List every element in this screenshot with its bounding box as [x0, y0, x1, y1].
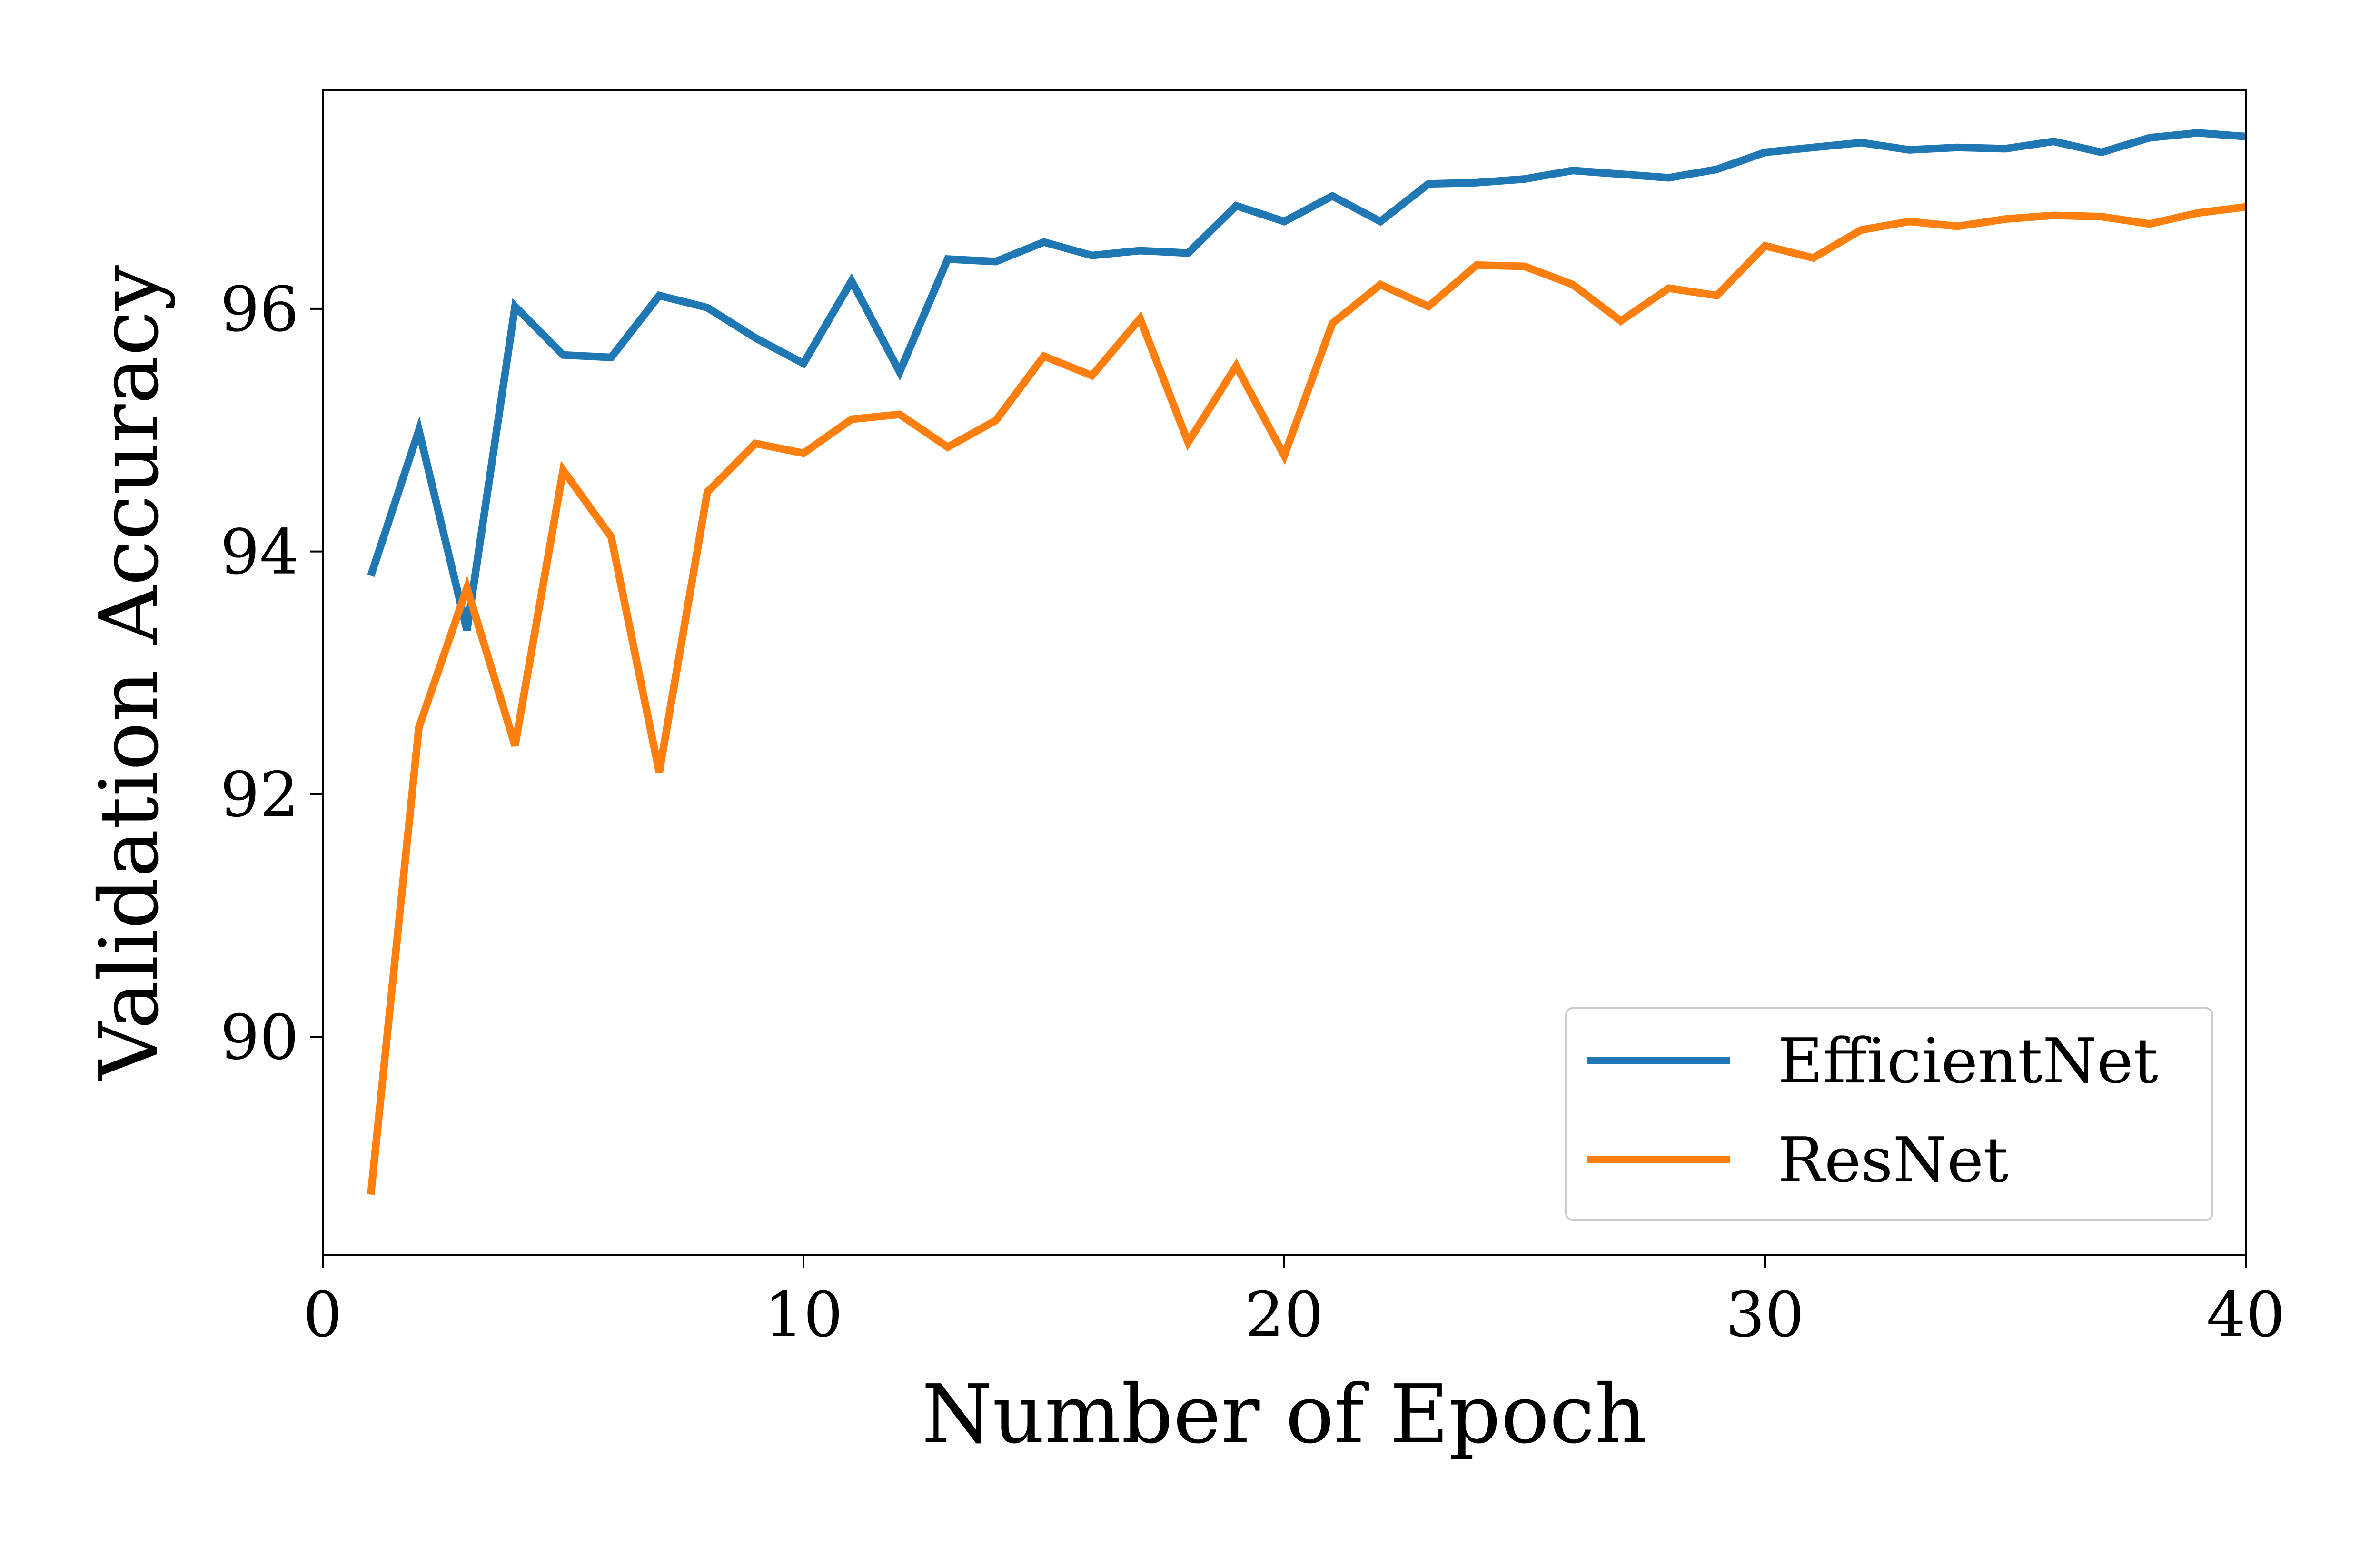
y-tick-label: 92 — [220, 758, 299, 831]
x-tick-label: 40 — [2206, 1279, 2285, 1351]
x-tick-label: 10 — [764, 1279, 843, 1351]
series-layer — [367, 129, 2246, 1195]
y-axis: 90 92 94 96 — [220, 273, 323, 1073]
x-tick-label: 0 — [303, 1279, 343, 1351]
legend-label-resnet: ResNet — [1778, 1124, 2008, 1196]
y-tick-label: 94 — [220, 516, 299, 588]
x-axis-label: Number of Epoch — [922, 1368, 1646, 1462]
y-tick-label: 96 — [220, 273, 299, 346]
y-axis-label: Validation Accuracy — [82, 265, 177, 1081]
legend-label-efficientnet: EfficientNet — [1778, 1025, 2158, 1097]
series-line-resnet — [367, 203, 2246, 1195]
legend: EfficientNet ResNet — [1565, 1007, 2213, 1221]
x-axis: 0 10 20 30 40 — [303, 1255, 2285, 1351]
series-line-efficientnet — [367, 129, 2246, 632]
y-tick-label: 90 — [220, 1001, 299, 1073]
x-tick-label: 20 — [1245, 1279, 1323, 1351]
x-tick-label: 30 — [1726, 1279, 1804, 1351]
